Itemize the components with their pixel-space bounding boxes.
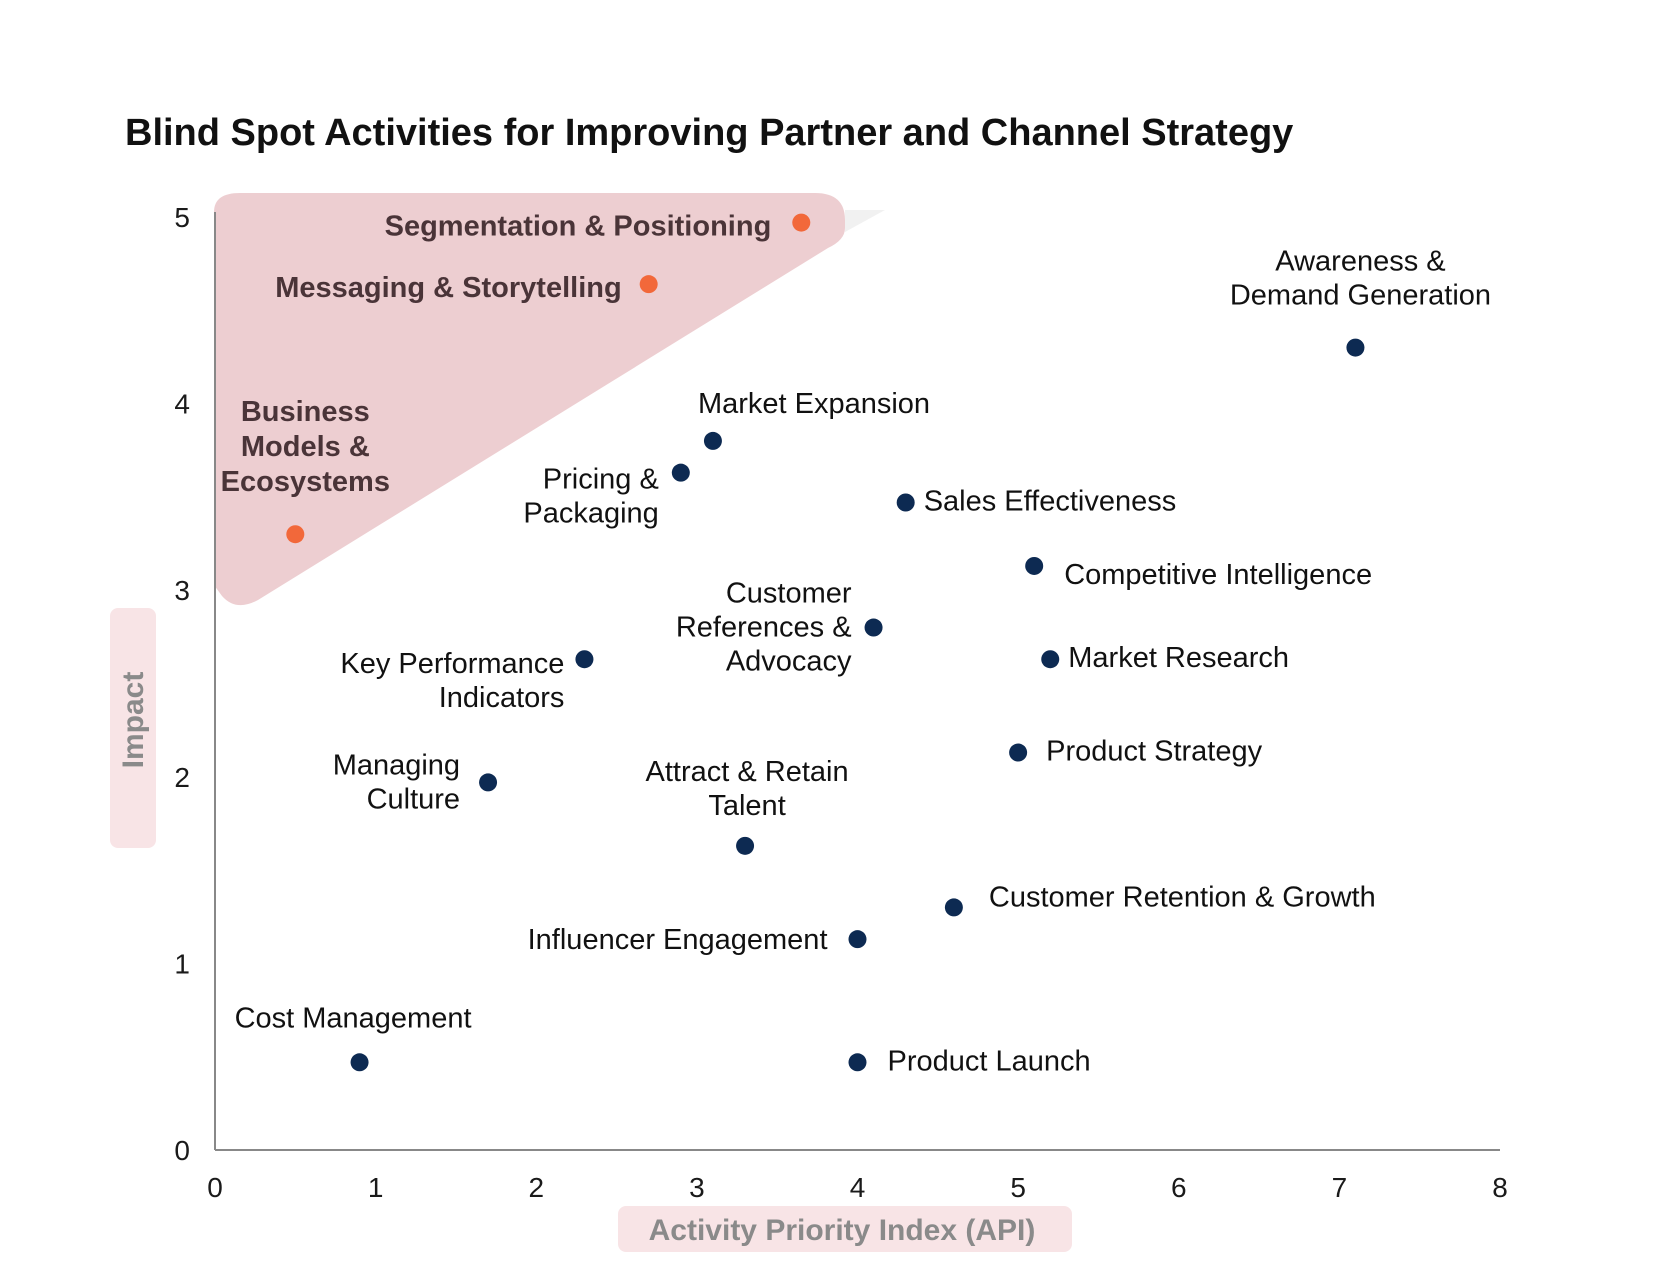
blind-spot-zone: [214, 193, 845, 606]
data-point-label: Market Research: [1068, 642, 1289, 674]
highlighted-data-point: [639, 275, 658, 294]
data-point-label: Business Models & Ecosystems: [221, 396, 390, 498]
data-point: [479, 773, 498, 792]
data-point-label: Product Launch: [888, 1045, 1091, 1077]
data-point-label: Key Performance Indicators: [340, 648, 564, 714]
data-point-label: Pricing & Packaging: [523, 464, 658, 530]
data-point: [848, 930, 867, 949]
data-point: [1041, 650, 1060, 669]
x-tick-label: 1: [368, 1172, 384, 1203]
data-point-label: Managing Culture: [333, 749, 460, 815]
x-axis-label: Activity Priority Index (API): [649, 1214, 1036, 1247]
chart-title: Blind Spot Activities for Improving Part…: [125, 112, 1293, 154]
x-tick-label: 4: [850, 1172, 866, 1203]
y-tick-label: 4: [174, 389, 190, 420]
blind-spot-zone-shadow: [845, 210, 885, 232]
y-tick-label: 2: [174, 762, 190, 793]
data-point-label: Segmentation & Positioning: [385, 211, 772, 243]
data-point: [350, 1053, 369, 1072]
y-tick-label: 5: [174, 202, 190, 233]
data-point: [896, 493, 915, 512]
data-points: [286, 213, 1365, 1072]
x-tick-label: 5: [1010, 1172, 1026, 1203]
data-point: [671, 463, 690, 482]
data-point: [1025, 556, 1044, 575]
data-point-label: Awareness & Demand Generation: [1230, 246, 1491, 312]
x-tick-label: 7: [1332, 1172, 1348, 1203]
data-point-label: Attract & Retain Talent: [646, 756, 849, 822]
data-point: [736, 836, 755, 855]
data-point-label: Messaging & Storytelling: [275, 272, 621, 304]
data-point-label: Influencer Engagement: [528, 924, 828, 956]
y-axis-label-background: [110, 608, 156, 848]
data-labels: Segmentation & Positioning Messaging & St…: [221, 211, 1491, 1078]
data-point: [848, 1053, 867, 1072]
data-point: [944, 898, 963, 917]
data-point: [864, 618, 883, 637]
data-point-label: Customer References & Advocacy: [676, 578, 852, 678]
y-tick-label: 0: [174, 1135, 190, 1166]
data-point: [1009, 743, 1028, 762]
data-point: [1346, 338, 1365, 357]
data-point-label: Product Strategy: [1046, 736, 1262, 768]
data-point-label: Competitive Intelligence: [1064, 559, 1372, 591]
data-point-label: Market Expansion: [698, 388, 930, 420]
x-tick-label: 0: [207, 1172, 223, 1203]
y-tick-label: 1: [174, 948, 190, 979]
highlighted-data-point: [792, 213, 811, 232]
axis-ticks: 0 1 2 3 4 5 6 7 8 0 1 2 3 4 5: [174, 202, 1507, 1203]
x-axis-label-background: [618, 1206, 1072, 1252]
x-tick-label: 8: [1492, 1172, 1508, 1203]
data-point: [575, 650, 594, 669]
data-point-label: Customer Retention & Growth: [989, 881, 1376, 913]
y-tick-label: 3: [174, 575, 190, 606]
x-tick-label: 3: [689, 1172, 705, 1203]
data-point-label: Cost Management: [235, 1002, 472, 1034]
y-axis-label: Impact: [117, 672, 150, 769]
data-point-label: Sales Effectiveness: [924, 485, 1177, 517]
x-tick-label: 2: [528, 1172, 544, 1203]
x-tick-label: 6: [1171, 1172, 1187, 1203]
highlighted-data-point: [286, 525, 305, 544]
data-point: [703, 431, 722, 450]
